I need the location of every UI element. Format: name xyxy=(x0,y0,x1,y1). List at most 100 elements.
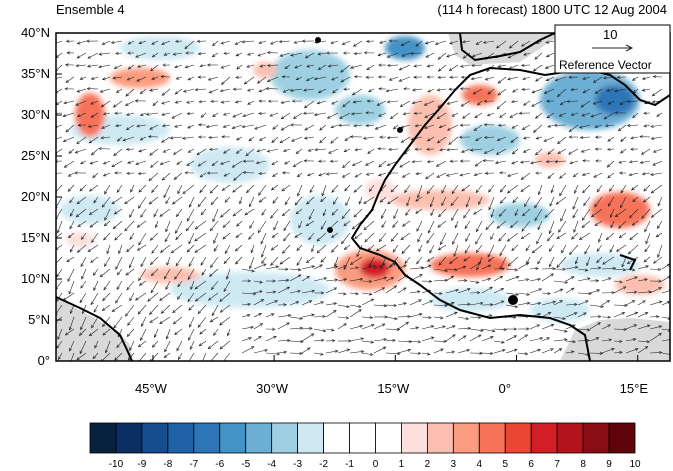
wind-vector xyxy=(104,184,111,195)
wind-vector xyxy=(568,135,579,139)
wind-vector xyxy=(463,256,471,262)
wind-vector xyxy=(385,338,396,343)
wind-vector xyxy=(435,160,447,167)
wind-vector xyxy=(400,136,411,143)
wind-vector xyxy=(293,40,303,44)
wind-vector xyxy=(424,112,435,118)
wind-vector xyxy=(114,111,123,115)
wind-vector xyxy=(321,184,327,197)
lon-label: 15°W xyxy=(377,381,410,396)
wind-vector xyxy=(601,347,615,354)
wind-vector xyxy=(368,256,375,268)
wind-vector xyxy=(573,220,579,233)
wind-vector xyxy=(553,267,567,271)
wind-vector xyxy=(127,51,135,55)
wind-vector xyxy=(445,311,458,318)
wind-vector xyxy=(631,220,639,226)
wind-vector xyxy=(433,291,443,296)
wind-vector xyxy=(186,244,195,253)
wind-vector xyxy=(280,112,291,120)
wind-vector xyxy=(541,267,556,271)
wind-vector xyxy=(426,184,435,195)
wind-vector xyxy=(613,286,627,294)
colorbar-tick-label: -1 xyxy=(345,459,354,470)
wind-vector xyxy=(284,196,291,206)
wind-vector xyxy=(474,112,483,119)
wind-vector xyxy=(625,338,637,342)
wind-vector xyxy=(499,171,507,175)
wind-vector xyxy=(589,351,604,355)
wind-vector xyxy=(137,171,147,176)
colorbar-tick-label: 4 xyxy=(476,459,483,470)
wind-vector xyxy=(572,172,579,178)
wind-vector xyxy=(517,327,530,331)
wind-vector xyxy=(343,220,351,227)
wind-vector xyxy=(325,310,337,318)
wind-vector xyxy=(469,280,480,284)
wind-vector xyxy=(116,136,123,142)
wind-vector xyxy=(90,292,99,306)
wind-vector xyxy=(425,172,435,180)
wind-vector xyxy=(111,160,123,168)
wind-vector xyxy=(521,220,531,232)
wind-vector xyxy=(400,40,411,47)
wind-vector xyxy=(320,196,327,203)
wind-vector xyxy=(188,196,195,208)
wind-vector xyxy=(127,40,135,45)
wind-vector xyxy=(161,136,171,143)
wind-vector xyxy=(318,172,327,177)
wind-vector xyxy=(211,52,219,58)
wind-vector xyxy=(270,208,279,219)
wind-vector xyxy=(294,196,303,206)
wind-vector xyxy=(212,208,219,223)
wind-vector xyxy=(98,64,111,69)
wind-vector xyxy=(387,196,399,205)
wind-vector xyxy=(56,268,63,278)
colorbar-tick-label: 1 xyxy=(398,459,405,470)
wind-vector xyxy=(570,112,579,116)
wind-vector xyxy=(122,136,135,142)
wind-vector xyxy=(589,322,601,330)
wind-vector xyxy=(161,124,171,128)
wind-vector xyxy=(330,136,339,144)
wind-vector xyxy=(188,304,195,311)
colorbar-tick-label: -4 xyxy=(267,459,277,470)
wind-vector xyxy=(307,148,315,152)
wind-vector xyxy=(574,184,579,194)
wind-vector xyxy=(613,350,623,355)
wind-vector xyxy=(258,136,267,141)
wind-vector xyxy=(572,208,579,219)
colorbar-swatch xyxy=(530,422,558,454)
wind-vector xyxy=(211,160,219,167)
wind-vector xyxy=(505,348,518,354)
wind-vector xyxy=(206,63,219,67)
wind-vector xyxy=(129,208,135,218)
wind-vector xyxy=(629,232,639,241)
wind-vector xyxy=(473,124,483,131)
wind-vector xyxy=(277,350,288,354)
wind-vector xyxy=(433,325,446,330)
wind-vector xyxy=(64,87,75,91)
wind-vector xyxy=(637,265,650,270)
wind-vector xyxy=(625,311,639,318)
wind-vector xyxy=(593,172,603,178)
wind-vector xyxy=(301,326,313,331)
wind-vector xyxy=(171,112,183,119)
wind-vector xyxy=(56,256,63,266)
wind-vector xyxy=(496,136,507,141)
wind-vector xyxy=(56,111,63,115)
wind-vector xyxy=(308,208,315,220)
wind-vector xyxy=(69,208,75,217)
wind-vector xyxy=(271,160,279,166)
wind-vector xyxy=(441,196,447,207)
wind-vector xyxy=(445,334,456,342)
wind-vector xyxy=(100,136,111,140)
wind-vector xyxy=(469,351,483,355)
wind-vector xyxy=(363,51,375,55)
wind-vector xyxy=(256,76,267,84)
wind-vector xyxy=(236,136,243,141)
wind-vector xyxy=(104,256,111,267)
wind-vector xyxy=(445,275,455,282)
wind-vector xyxy=(173,148,183,155)
wind-vector xyxy=(305,256,315,264)
